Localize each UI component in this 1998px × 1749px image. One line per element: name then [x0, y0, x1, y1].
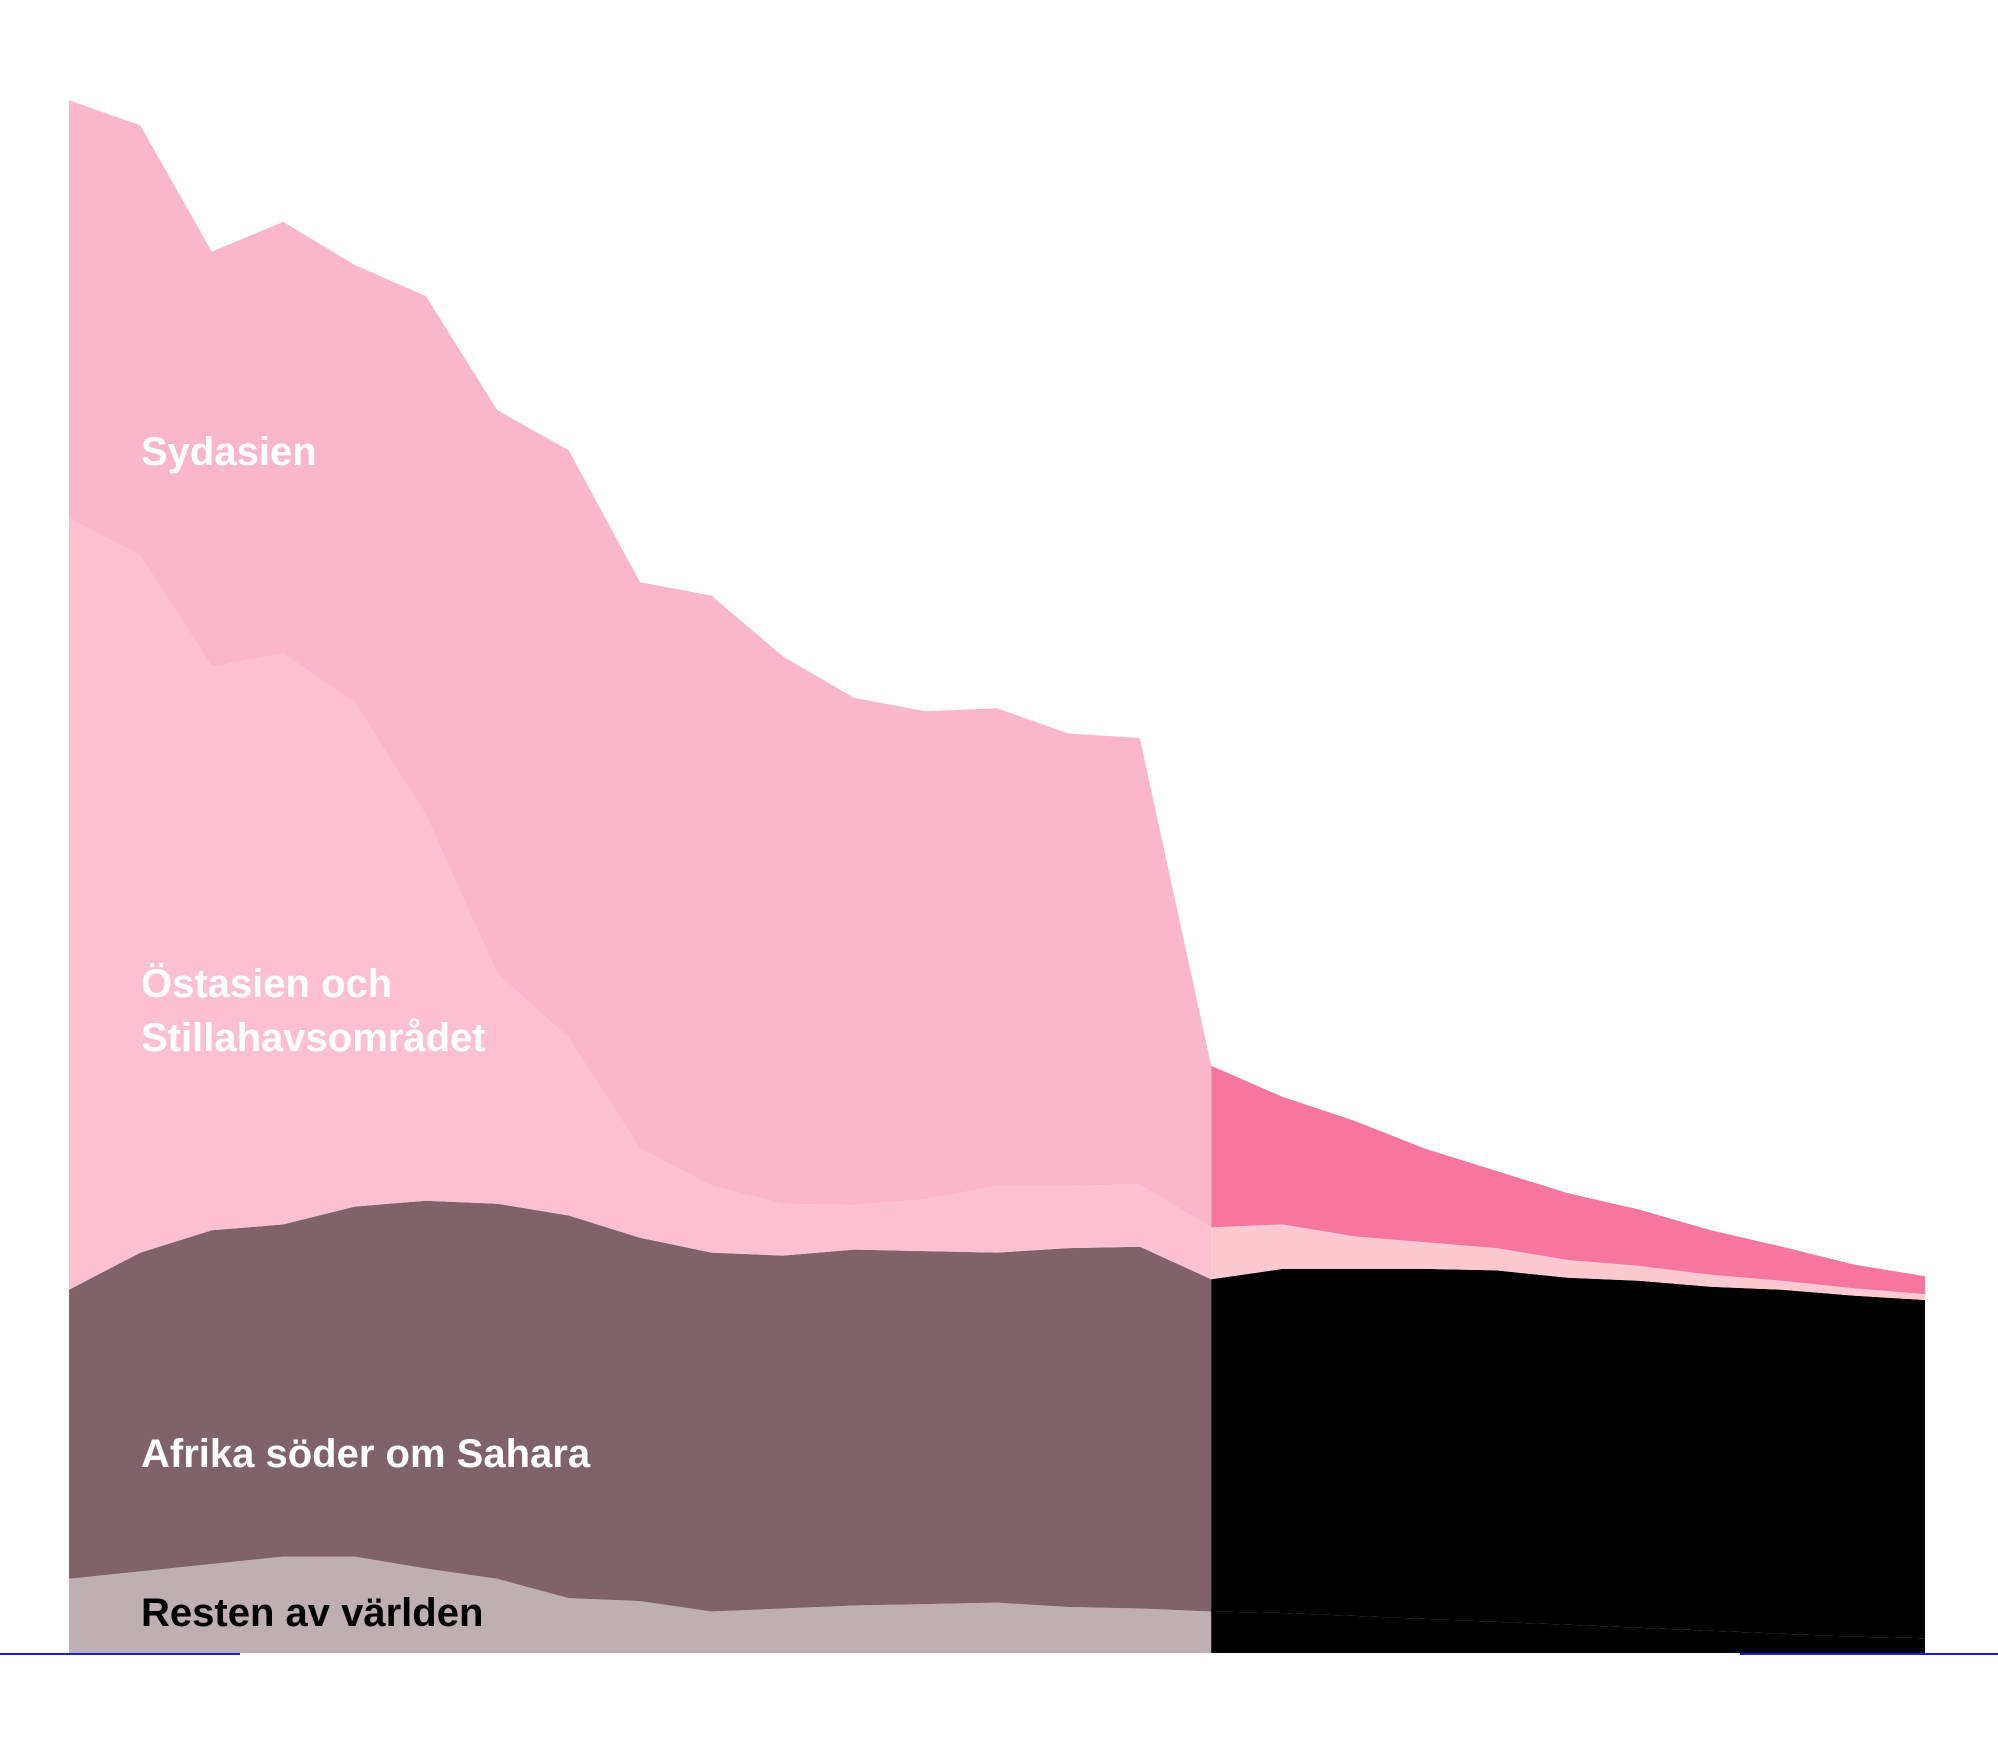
label-resten-av-v-rlden: Resten av världen — [141, 1591, 483, 1635]
label-afrika-s-der-om-sahara: Afrika söder om Sahara — [141, 1432, 591, 1476]
label-sydasien: Sydasien — [141, 430, 317, 474]
area-resten-av-varlden-projected — [1211, 1611, 1925, 1653]
series-labels: Resten av världen Afrika söder om Sahara Ö… — [141, 430, 591, 1635]
area-afrika-soder-om-sahara-observed — [69, 1200, 1212, 1612]
area-afrika-soder-om-sahara-projected — [1211, 1268, 1925, 1639]
area-sydasien-projected — [1211, 1065, 1925, 1295]
area-ostasien-och-stillahavsomradet-projected — [1211, 1224, 1925, 1300]
area-ostasien-och-stillahavsomradet-observed — [69, 518, 1212, 1290]
area-layers — [69, 100, 1925, 1653]
label--stasien-och-stillahavsomr-det: Östasien och Stillahavsområdet — [141, 961, 486, 1060]
area-sydasien-observed — [69, 100, 1212, 1228]
area-resten-av-varlden-observed — [69, 1556, 1212, 1653]
